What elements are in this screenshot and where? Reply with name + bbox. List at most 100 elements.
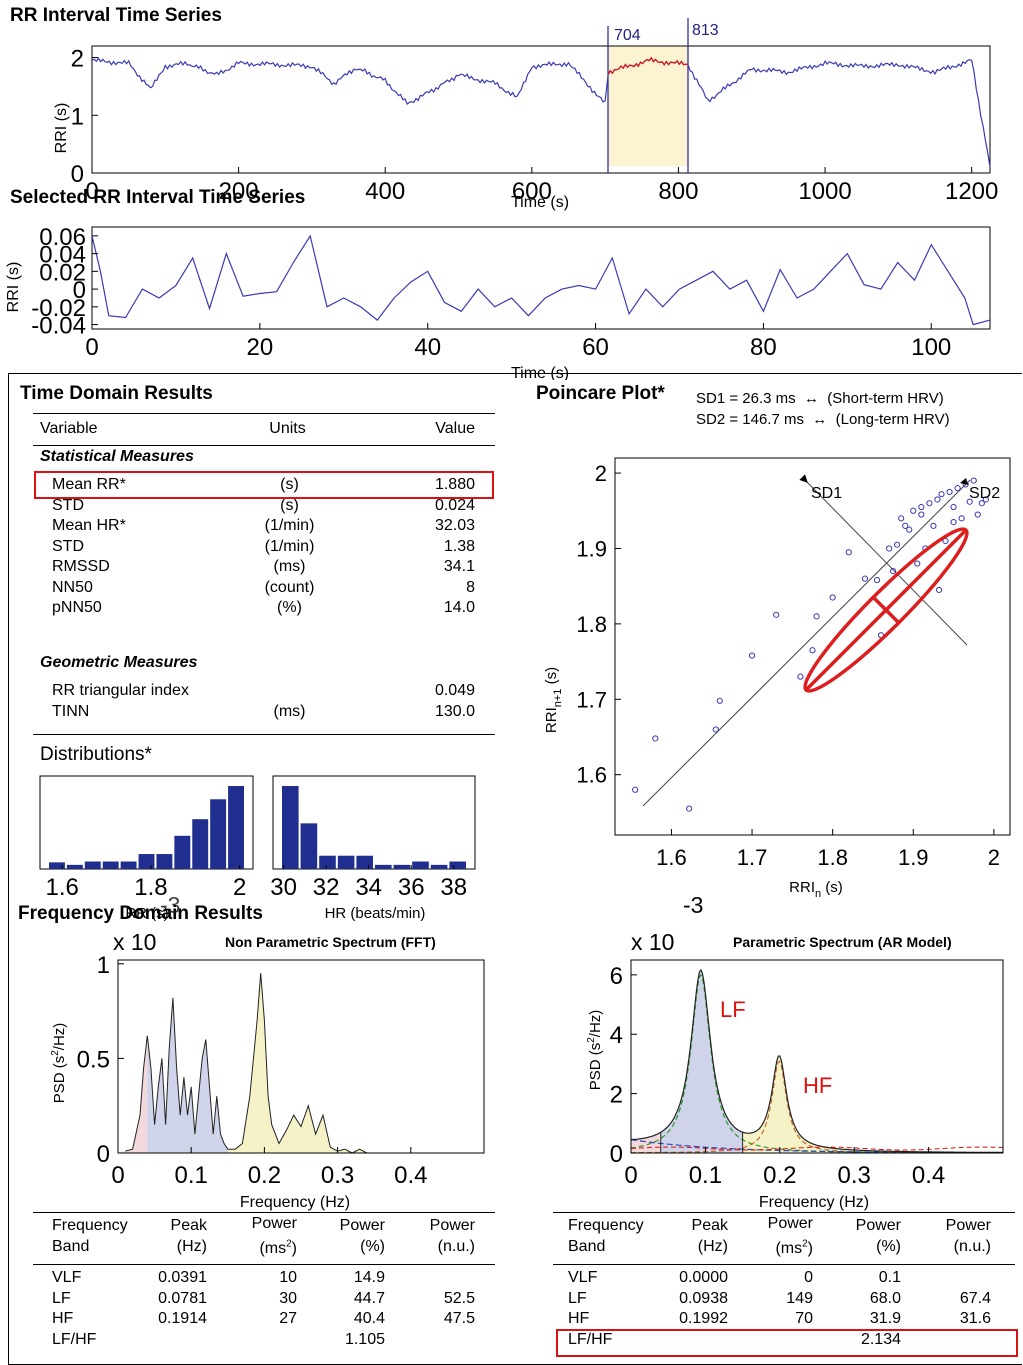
- top-xtick-label: 0: [85, 178, 98, 205]
- poincare-point: [652, 735, 659, 742]
- ar-table-band: HF: [568, 1310, 590, 1327]
- poincare-point: [829, 594, 836, 601]
- ar-multiplier: x 10: [631, 929, 675, 955]
- ar-ytick-label: 4: [610, 1022, 623, 1049]
- statistical-variable: STD: [52, 537, 84, 555]
- ar-ytick-label: 0: [610, 1141, 623, 1168]
- rr-hist-xlabel: RR (s): [125, 905, 168, 922]
- ar-table-peak: 0.0938: [679, 1289, 728, 1307]
- selected-ytick-label: 0.02: [39, 259, 86, 286]
- ar-table: Frequency Band Peak (Hz) Power (ms2) Power(…: [568, 1214, 991, 1259]
- fft-table-nu: 47.5: [443, 1310, 475, 1327]
- hr-hist-xticks: 30 32 34 36 38: [270, 865, 467, 901]
- statistical-variable: RMSSD: [52, 558, 110, 575]
- rr-hist-bar: [174, 835, 191, 869]
- selected-series-line: [91, 234, 991, 326]
- hr-hist-bar: [337, 855, 355, 869]
- fft-xtick-label: 0.4: [394, 1162, 427, 1189]
- geometric-units: [217, 681, 362, 702]
- poincare-points: [632, 477, 989, 812]
- top-plot-frame: [91, 45, 991, 174]
- fft-xtick-label: 0.3: [321, 1162, 354, 1189]
- poincare-xlabel: RRIn (s): [789, 879, 843, 900]
- top-xtick-label: 1200: [945, 178, 998, 205]
- poincare-point: [873, 577, 881, 584]
- fft-table-band: LF: [52, 1289, 71, 1307]
- selected-xtick-label: 40: [414, 334, 441, 361]
- ar-table-row: LF 0.0938 149 68.0 67.4: [568, 1289, 991, 1310]
- poincare-point: [950, 518, 957, 526]
- selected-xtick-label: 100: [911, 334, 951, 361]
- selected-ytick-label: 0.06: [39, 224, 86, 251]
- fft-band-fills: [118, 973, 411, 1153]
- fft-plot-frame: [117, 959, 485, 1154]
- ar-chart: LF HF 6 4 2 0 0 0.1 0.2 0.3 0.4 PSD (s2/Hz) Fre…: [586, 959, 1004, 1211]
- ar-table-peak: 0.1992: [679, 1310, 728, 1327]
- rr-hist-bar: [84, 861, 101, 869]
- statistical-units: (count): [264, 578, 315, 596]
- top-selected-segment: [607, 56, 689, 75]
- rr-hist-bar: [102, 861, 119, 869]
- poincare-point: [970, 477, 977, 484]
- geometric-table: RR triangular index 0.049 TINN (ms) 130.0: [52, 681, 475, 722]
- poincare-point: [902, 522, 909, 529]
- fft-table-nu: [385, 1330, 475, 1351]
- rr-hist-bar: [156, 854, 173, 869]
- poincare-point: [935, 586, 943, 594]
- ar-table-peak: 0.0000: [679, 1269, 728, 1286]
- ar-table-ms: 149: [786, 1289, 813, 1307]
- poincare-xtick-label: 1.7: [737, 845, 768, 870]
- time-domain-header-row: Variable Units Value: [40, 419, 475, 440]
- top-chart-title: RR Interval Time Series: [10, 5, 222, 26]
- ar-xticks: 0 0.1 0.2 0.3 0.4: [624, 1147, 945, 1189]
- ar-lf-label: LF: [720, 997, 746, 1022]
- poincare-ytick-label: 1.7: [576, 687, 607, 712]
- geometric-row: RR triangular index 0.049: [52, 681, 475, 702]
- poincare-point: [845, 549, 852, 556]
- hr-hist-xtick-label: 36: [398, 874, 425, 901]
- statistical-row: STD (1/min) 1.38: [52, 537, 475, 558]
- statistical-measures-title: Statistical Measures: [40, 448, 194, 465]
- poincare-point: [894, 541, 901, 548]
- fft-band-fill: [227, 973, 411, 1153]
- lf-hf-ratio-highlight: [556, 1329, 1018, 1357]
- geometric-table-wrap: RR triangular index 0.049 TINN (ms) 130.0: [52, 681, 475, 722]
- ar-hf-label: HF: [803, 1073, 832, 1098]
- top-ytick-label: 0: [71, 161, 84, 188]
- statistical-row: Mean HR* (1/min) 32.03: [52, 516, 475, 537]
- hr-hist-xtick-label: 32: [313, 874, 340, 901]
- statistical-units: (s): [280, 476, 299, 493]
- statistical-value: 32.03: [434, 517, 475, 534]
- fft-multiplier: x 10: [113, 929, 157, 955]
- fft-table-row: LF 0.0781 30 44.7 52.5: [52, 1289, 475, 1310]
- selected-yticks: 0.060.040.020-0.02-0.04: [31, 224, 98, 340]
- selected-xtick-label: 60: [582, 334, 609, 361]
- fft-table-peak: 0.1914: [158, 1310, 207, 1327]
- fft-table-row: LF/HF 1.105: [52, 1330, 475, 1351]
- poincare-point: [918, 503, 925, 511]
- fft-table-top-rule: [33, 1212, 495, 1213]
- ar-exponent: -3: [683, 892, 704, 918]
- rr-hist-bar: [228, 786, 244, 869]
- fft-table-pct: 40.4: [353, 1310, 385, 1327]
- header-variable: Variable: [40, 420, 98, 437]
- fft-chart: 10.50 0 0.1 0.2 0.3 0.4 PSD (s2/Hz) Frequenc…: [50, 955, 485, 1211]
- header-units: Units: [269, 420, 306, 437]
- fft-spectrum-line: [125, 973, 368, 1154]
- fft-table-ms: 30: [279, 1289, 297, 1307]
- hr-hist-xtick-label: 30: [270, 874, 297, 901]
- top-selection-end-label: 813: [692, 22, 719, 39]
- ar-table-band: LF/HF: [568, 1330, 613, 1348]
- hr-hist-bar: [319, 855, 336, 869]
- poincare-chart: SD1 SD2 2 1.9 1.8 1.7 1.6 1.6 1.7 1.8 1.9 2 RRIn…: [543, 457, 1011, 900]
- ar-table-pct: 31.9: [869, 1310, 901, 1327]
- poincare-identity-line: [642, 479, 971, 807]
- ar-table-header: Frequency Band Peak (Hz) Power (ms2) Power(…: [568, 1215, 991, 1257]
- fft-band-fill: [147, 997, 228, 1153]
- hr-hist-xtick-label: 34: [355, 874, 382, 901]
- poincare-point: [918, 511, 925, 518]
- poincare-point: [773, 611, 780, 618]
- ar-table-row: LF/HF 2.134: [568, 1330, 991, 1351]
- statistical-table: Mean RR* (s) 1.880 STD (s) 0.024 Mean HR* (1/mi…: [52, 475, 475, 619]
- poincare-point: [926, 500, 933, 507]
